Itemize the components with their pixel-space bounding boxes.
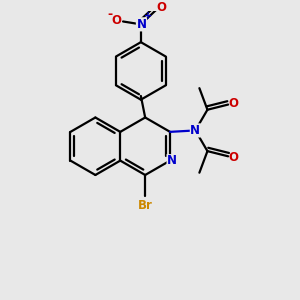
Text: +: + xyxy=(144,11,152,21)
Text: O: O xyxy=(112,14,122,26)
Text: O: O xyxy=(228,97,238,110)
Text: N: N xyxy=(167,154,176,167)
Text: O: O xyxy=(228,151,238,164)
Text: N: N xyxy=(136,18,146,31)
Text: Br: Br xyxy=(138,199,153,212)
Text: N: N xyxy=(190,124,200,137)
Text: -: - xyxy=(108,8,113,21)
Text: O: O xyxy=(156,1,166,13)
